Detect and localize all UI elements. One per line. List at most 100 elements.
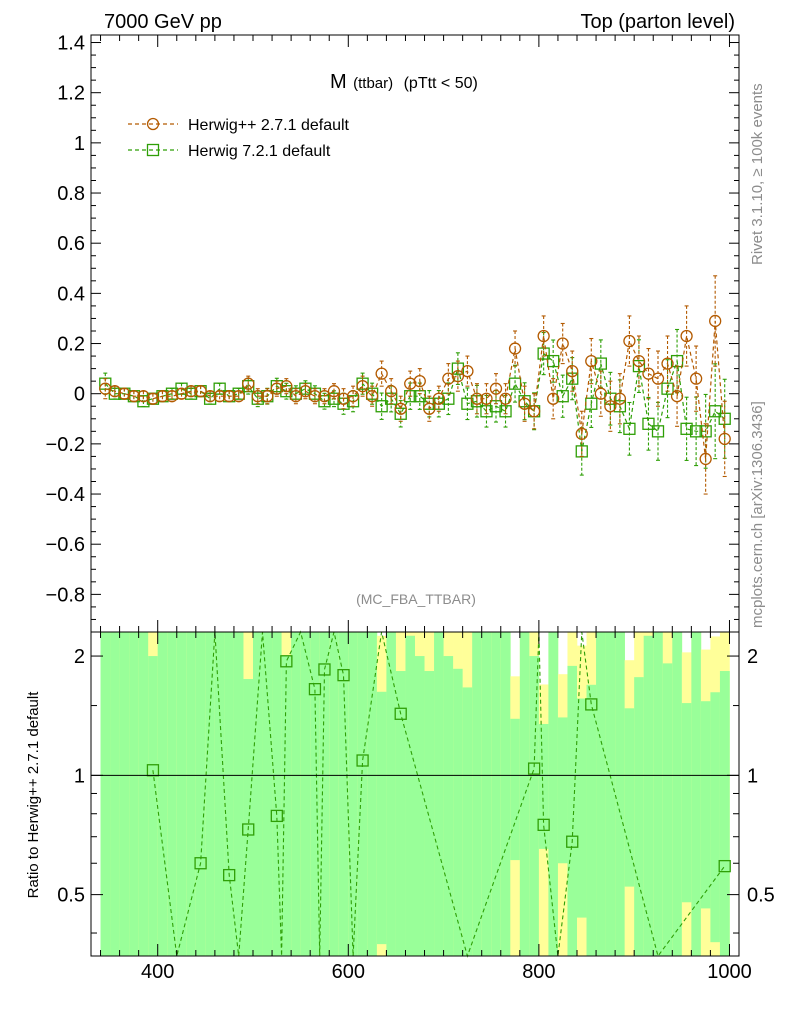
data-point-circle [327, 385, 341, 398]
ratio-ytick-label-left: 2 [74, 646, 85, 668]
data-point-circle [365, 390, 379, 403]
ratio-band-inner [710, 692, 721, 943]
data-point-circle [442, 372, 455, 385]
ratio-band-inner [329, 632, 340, 956]
ratio-point-square [318, 663, 331, 676]
data-point-circle [289, 390, 303, 403]
ratio-band-inner [462, 687, 473, 956]
main-ytick-label: −0.8 [46, 584, 85, 606]
ratio-point-square [566, 835, 579, 848]
data-point-circle [670, 390, 684, 403]
data-point-square [623, 422, 636, 435]
data-point-square [642, 417, 655, 430]
data-point-circle [203, 390, 217, 403]
ratio-band-inner [348, 632, 359, 956]
ratio-band-inner [434, 632, 444, 956]
ratio-point-square [270, 809, 283, 823]
ratio-band-inner [395, 671, 406, 956]
ratio-ytick-label-right: 0.5 [747, 885, 775, 907]
ratio-band-inner [634, 677, 645, 956]
main-yticks: −0.8 −0.6 −0.4 −0.2 0 0.2 0.4 0.6 0.8 1 1.2 1.4 [46, 33, 739, 620]
data-point-circle [242, 377, 255, 390]
main-ytick-label: 1.4 [57, 33, 85, 55]
ratio-band-inner [262, 632, 273, 956]
ratio-point-square [394, 707, 407, 720]
ratio-band-inner [233, 632, 244, 956]
ratio-band-inner [291, 632, 301, 956]
data-point-square [556, 390, 569, 403]
legend-entry-herwig7: Herwig 7.2.1 default [128, 143, 331, 160]
main-ytick-label: 0.4 [57, 283, 85, 305]
ratio-band-inner [519, 632, 530, 956]
data-point-square [689, 425, 703, 438]
main-ytick-label: 0 [74, 384, 85, 406]
main-ytick-label: 0.6 [57, 233, 85, 255]
ratio-xticks: 400 600 800 1000 [100, 632, 752, 983]
data-point-square [680, 422, 693, 435]
data-point-circle [385, 385, 398, 398]
data-point-circle [432, 392, 445, 405]
data-point-circle [632, 354, 646, 368]
ratio-band-inner [310, 632, 321, 956]
ratio-band-inner [253, 632, 263, 956]
ratio-band-inner [281, 656, 292, 956]
title-cut: (pTtt < 50) [404, 75, 478, 92]
data-point-circle [461, 364, 474, 378]
ratio-band-inner [643, 635, 654, 956]
data-point-circle [680, 329, 693, 343]
legend-marker-square [146, 143, 160, 157]
ratio-band-inner [205, 632, 216, 956]
ratio-band-inner [167, 632, 178, 956]
data-point-circle [556, 337, 569, 350]
ratio-band-inner [500, 632, 511, 956]
data-point-circle [108, 385, 121, 398]
ratio-band-inner [415, 656, 425, 956]
chart-title: M (ttbar) (pTtt < 50) [330, 71, 478, 93]
ratio-band-inner [538, 723, 549, 849]
data-point-circle [356, 380, 369, 393]
title-main: M [330, 71, 347, 93]
data-point-circle [413, 375, 426, 388]
ratio-band-inner [681, 703, 692, 903]
main-panel: −0.8 −0.6 −0.4 −0.2 0 0.2 0.4 0.6 0.8 1 1.2 1.4 M (… [46, 33, 740, 633]
legend: Herwig++ 2.7.1 default Herwig 7.2.1 defa… [128, 117, 350, 160]
data-point-circle [118, 387, 131, 400]
ratio-band-inner [672, 632, 683, 956]
rivet-label: Rivet 3.1.10, ≥ 100k events [749, 83, 766, 265]
ratio-band-inner [510, 718, 521, 861]
data-point-circle [585, 354, 598, 368]
data-point-circle [480, 392, 493, 405]
ratio-band-inner [719, 671, 730, 956]
ratio-band-inner [367, 632, 378, 956]
data-point-circle [127, 390, 141, 403]
ratio-ytick-label-right: 2 [747, 646, 758, 668]
data-point-circle [251, 390, 264, 403]
data-point-circle [175, 387, 188, 400]
ratio-band-inner [548, 632, 559, 956]
data-point-circle [537, 329, 550, 343]
data-point-circle [394, 402, 407, 415]
ratio-band-inner [129, 632, 139, 956]
data-point-circle [689, 372, 703, 385]
header-left: 7000 GeV pp [104, 11, 222, 33]
data-point-square [404, 390, 417, 403]
ratio-band-inner [110, 632, 120, 956]
ratio-point-square [194, 857, 207, 870]
ratio-band-inner [491, 632, 502, 956]
data-point-circle [99, 382, 112, 395]
ratio-panel: 0.5 0.5 1 1 2 2 400 600 800 1000 Ratio to Herwig… [25, 630, 775, 983]
main-ytick-label: 0.2 [57, 334, 85, 356]
data-point-square [137, 395, 150, 408]
source-label: mcplots.cern.ch [arXiv:1306.3436] [749, 401, 766, 628]
data-point-circle [661, 357, 674, 370]
data-point-circle [261, 390, 274, 403]
legend-label-herwig7: Herwig 7.2.1 default [188, 143, 331, 160]
ratio-band-inner [100, 632, 111, 956]
data-point-circle [146, 392, 160, 405]
data-point-circle [223, 390, 236, 403]
ratio-band-inner [662, 663, 673, 956]
data-point-square [709, 405, 722, 418]
data-point-circle [184, 385, 198, 398]
data-point-circle [213, 390, 226, 403]
